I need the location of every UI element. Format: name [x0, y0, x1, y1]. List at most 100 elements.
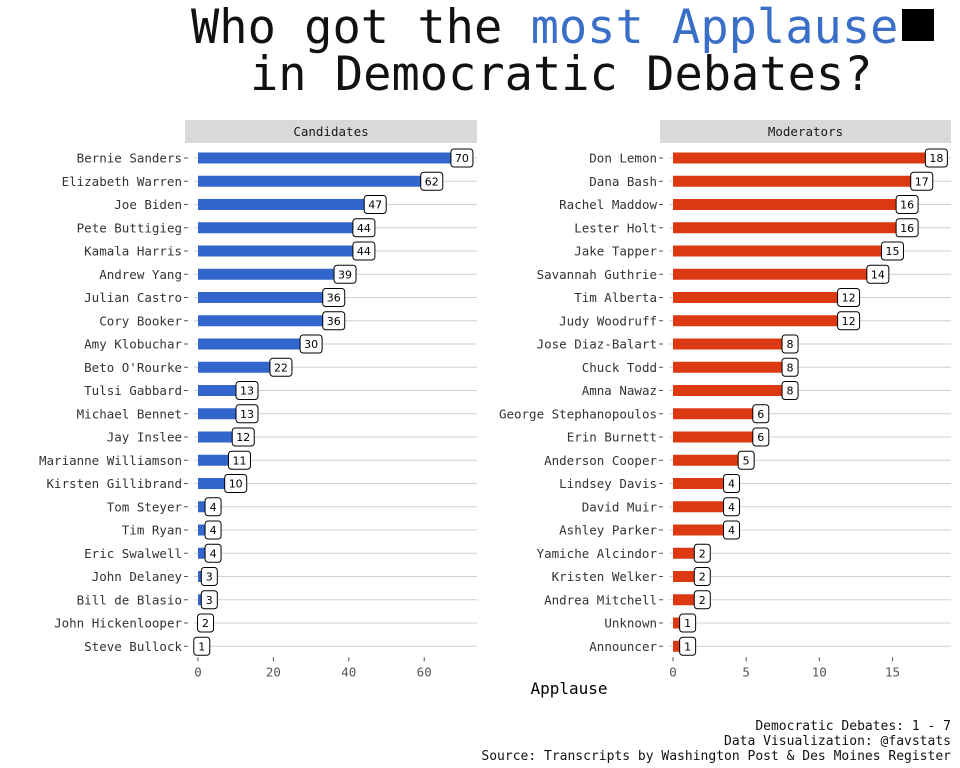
bar: [673, 152, 937, 164]
data-label: 70: [455, 152, 469, 165]
data-label: 47: [368, 199, 382, 212]
y-tick-label: Beto O'Rourke: [84, 360, 182, 375]
data-label: 18: [929, 152, 943, 165]
x-axis-title: Applause: [530, 679, 607, 698]
bar: [198, 222, 364, 234]
data-label-box: [269, 357, 293, 377]
data-label: 2: [699, 547, 706, 560]
bar: [673, 292, 849, 303]
bar: [673, 571, 703, 582]
y-tick-label: Kamala Harris: [84, 244, 182, 259]
data-label-box: [204, 543, 222, 563]
bar: [673, 361, 791, 373]
data-label: 1: [684, 640, 691, 653]
data-label: 16: [900, 222, 914, 235]
bar: [673, 501, 732, 513]
data-label-box: [880, 241, 904, 261]
data-label-box: [752, 427, 770, 447]
bar: [673, 594, 703, 606]
bar: [198, 431, 244, 443]
y-tick-label: Savannah Guthrie: [537, 267, 657, 282]
y-tick-label: Kristen Welker: [552, 569, 658, 584]
data-label: 12: [236, 431, 250, 444]
y-tick-label: Andrew Yang: [99, 267, 182, 282]
bar: [198, 292, 334, 303]
bar: [673, 408, 761, 420]
y-tick-label: Bill de Blasio: [77, 592, 182, 607]
data-label-box: [837, 311, 861, 331]
data-label-box: [224, 474, 248, 493]
x-tick-label: 0: [669, 664, 677, 679]
data-label: 44: [357, 222, 371, 235]
data-label-box: [363, 195, 387, 214]
y-tick-label: George Stephanopoulos: [499, 406, 657, 421]
bar: [198, 361, 281, 373]
data-label: 14: [871, 268, 885, 281]
bar: [198, 175, 432, 187]
data-label: 8: [787, 338, 794, 351]
data-label-box: [723, 520, 741, 540]
y-tick-label: Michael Bennet: [77, 406, 182, 421]
data-label: 10: [229, 478, 243, 491]
data-label: 15: [885, 245, 899, 258]
bar: [673, 268, 878, 280]
y-tick-label: David Muir: [582, 499, 658, 514]
data-label: 36: [327, 292, 341, 305]
data-label-box: [322, 311, 346, 331]
bar: [198, 338, 312, 350]
bar: [198, 478, 236, 489]
y-tick-label: Amy Klobuchar: [84, 337, 182, 352]
bar: [673, 245, 893, 257]
bar: [673, 524, 732, 536]
bar: [198, 268, 346, 280]
data-label: 30: [304, 338, 318, 351]
data-label: 4: [210, 547, 217, 560]
data-label: 1: [684, 617, 691, 630]
y-tick-label: Cory Booker: [99, 313, 182, 328]
y-tick-label: Pete Buttigieg: [77, 220, 182, 235]
data-label-box: [352, 241, 376, 261]
facet-strip-label: Candidates: [293, 124, 368, 139]
data-label: 6: [757, 431, 764, 444]
data-label: 62: [425, 175, 439, 188]
data-label: 13: [240, 385, 254, 398]
data-label: 12: [842, 292, 856, 305]
bar: [198, 245, 364, 257]
data-label: 3: [206, 571, 213, 584]
y-tick-label: Judy Woodruff: [559, 313, 657, 328]
x-tick-label: 0: [194, 664, 202, 679]
y-tick-label: Erin Burnett: [567, 430, 657, 445]
data-label: 8: [787, 385, 794, 398]
y-tick-label: Elizabeth Warren: [62, 174, 182, 189]
data-label-box: [227, 450, 251, 470]
bar: [673, 338, 791, 350]
data-label-box: [781, 381, 799, 400]
data-label-box: [204, 520, 222, 540]
data-label: 22: [274, 361, 288, 374]
data-label-box: [420, 171, 444, 191]
data-label-box: [781, 357, 799, 377]
data-label: 44: [357, 245, 371, 258]
data-label: 16: [900, 199, 914, 212]
bar: [198, 315, 334, 327]
y-tick-label: Chuck Todd: [582, 360, 657, 375]
data-label-box: [235, 381, 259, 400]
y-tick-label: Eric Swalwell: [84, 546, 182, 561]
y-tick-label: Announcer: [589, 639, 657, 654]
y-tick-label: Yamiche Alcindor: [537, 546, 658, 561]
y-tick-label: Bernie Sanders: [77, 151, 182, 166]
data-label-box: [200, 567, 218, 586]
y-tick-label: Tim Alberta: [574, 290, 657, 305]
title-line-1: Who got the most Applause: [191, 4, 935, 51]
bar: [673, 315, 849, 327]
data-label-box: [924, 148, 948, 168]
data-label: 12: [842, 315, 856, 328]
y-tick-label: Ashley Parker: [559, 523, 657, 538]
bar: [198, 199, 376, 210]
data-label: 36: [327, 315, 341, 328]
data-label: 4: [210, 501, 217, 514]
x-tick-label: 40: [341, 664, 356, 679]
bar: [673, 478, 732, 489]
y-tick-label: Lindsey Davis: [559, 476, 657, 491]
data-label-box: [781, 334, 799, 354]
